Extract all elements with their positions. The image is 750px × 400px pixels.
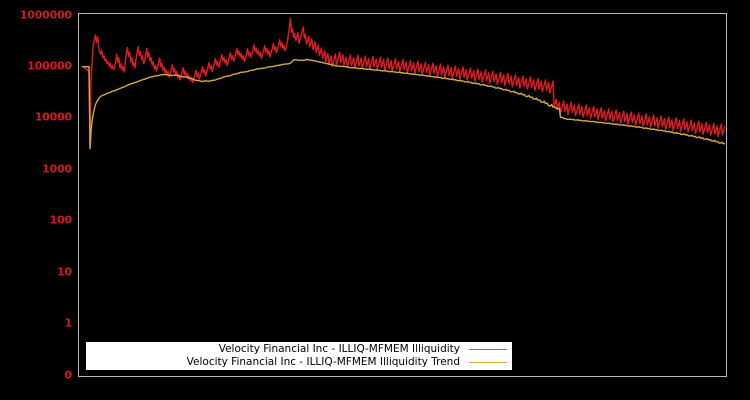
y-axis-tick-labels: 1000000 100000 10000 1000 100 10 1 0 [0, 0, 72, 400]
legend-label-illiquidity-trend: Velocity Financial Inc - ILLIQ-MFMEM Ill… [186, 356, 460, 368]
y-tick-label-1000: 1000 [42, 162, 72, 176]
y-tick-label-0: 0 [64, 368, 73, 382]
y-tick-label-100: 100 [49, 213, 73, 227]
legend-label-illiquidity: Velocity Financial Inc - ILLIQ-MFMEM Ill… [218, 343, 460, 355]
legend-swatch-illiquidity [469, 349, 507, 350]
legend-item-illiquidity[interactable]: Velocity Financial Inc - ILLIQ-MFMEM Ill… [86, 343, 512, 356]
y-tick-label-1: 1 [64, 316, 73, 330]
y-tick-label-10: 10 [57, 265, 72, 279]
series-line-illiquidity [81, 17, 726, 150]
plot-area [78, 13, 727, 377]
y-tick-label-100000: 100000 [27, 59, 72, 73]
series-line-illiquidity-trend [81, 58, 726, 150]
legend-swatch-illiquidity-trend [469, 362, 507, 363]
series-group [81, 17, 726, 150]
chart-legend[interactable]: Velocity Financial Inc - ILLIQ-MFMEM Ill… [85, 341, 513, 371]
y-tick-label-10000: 10000 [34, 110, 72, 124]
legend-item-illiquidity-trend[interactable]: Velocity Financial Inc - ILLIQ-MFMEM Ill… [86, 356, 512, 369]
y-tick-label-1000000: 1000000 [19, 8, 72, 22]
plot-svg [81, 17, 726, 150]
